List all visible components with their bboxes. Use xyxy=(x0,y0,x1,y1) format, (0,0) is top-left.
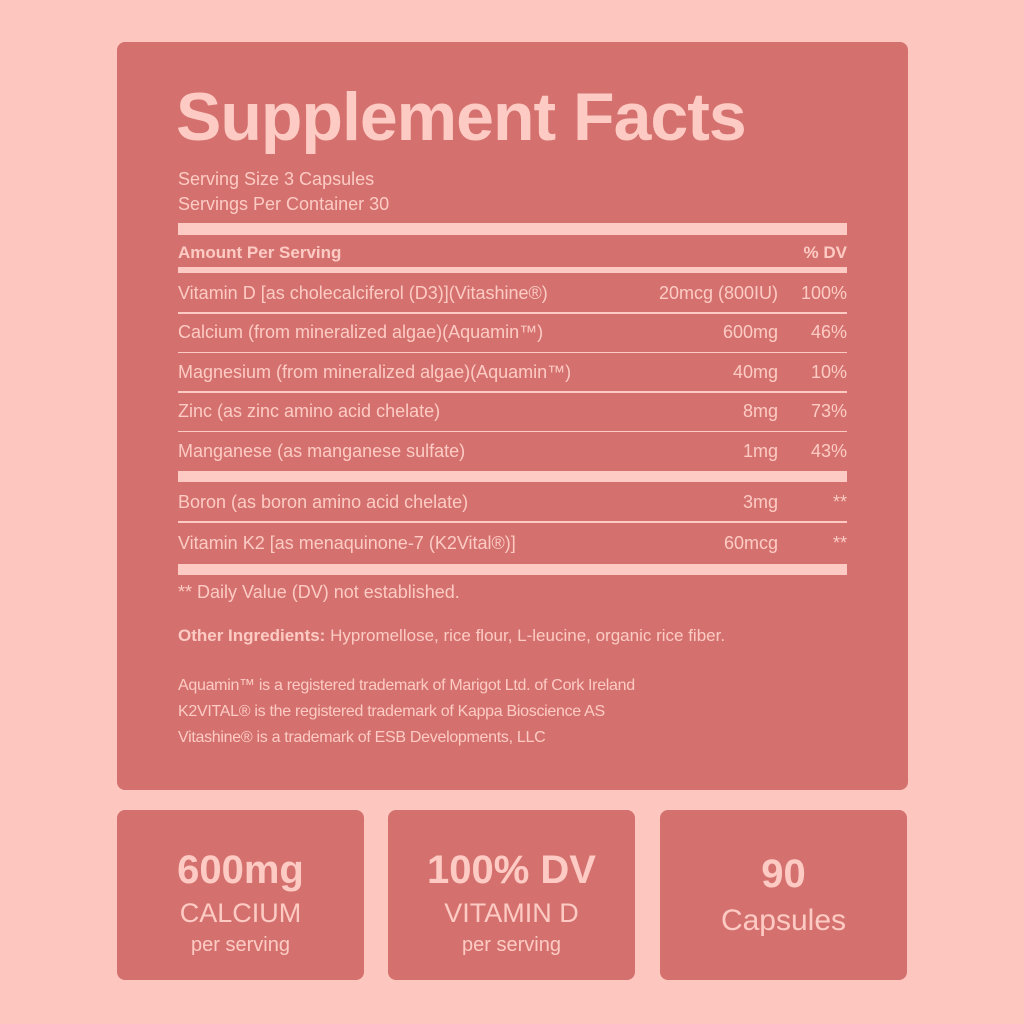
card-sub: per serving xyxy=(462,934,561,956)
nutrient-row: Zinc (as zinc amino acid chelate) 8mg 73% xyxy=(178,400,847,424)
medium-rule xyxy=(178,267,847,273)
card: 100% DV VITAMIN D per serving xyxy=(388,810,635,980)
nutrient-dv: ** xyxy=(832,532,847,553)
nutrient-dv: ** xyxy=(832,491,847,512)
nutrient-amount: 3mg xyxy=(742,491,778,512)
nutrient-name: Boron (as boron amino acid chelate) xyxy=(178,491,469,512)
footnote: ** Daily Value (DV) not established. xyxy=(178,582,460,602)
nutrient-dv: 100% xyxy=(800,282,847,303)
header-amount: Amount Per Serving xyxy=(178,243,342,262)
other-ingredients-label: Other Ingredients: xyxy=(178,626,326,645)
nutrient-dv: 46% xyxy=(810,322,847,342)
thick-rule xyxy=(178,223,847,235)
nutrient-amount: 8mg xyxy=(742,401,778,421)
nutrient-row: Manganese (as manganese sulfate) 1mg 43% xyxy=(178,439,847,463)
nutrient-name: Magnesium (from mineralized algae)(Aquam… xyxy=(178,361,572,382)
card-label: CALCIUM xyxy=(179,898,302,928)
nutrient-amount: 20mcg (800IU) xyxy=(658,282,778,303)
nutrient-row: Calcium (from mineralized algae)(Aquamin… xyxy=(178,321,847,345)
trademark: Vitashine® is a trademark of ESB Develop… xyxy=(178,729,546,746)
thin-rule xyxy=(178,351,847,353)
nutrient-dv: 73% xyxy=(810,401,847,421)
thick-rule xyxy=(178,471,847,482)
thin-rule xyxy=(178,430,847,432)
card: 600mg CALCIUM per serving xyxy=(117,810,364,980)
thick-rule xyxy=(178,564,847,575)
nutrient-row: Vitamin K2 [as menaquinone-7 (K2Vital®)]… xyxy=(178,531,847,555)
card-value: 100% DV xyxy=(427,848,596,892)
trademark: Aquamin™ is a registered trademark of Ma… xyxy=(178,677,635,694)
trademark: K2VITAL® is the registered trademark of … xyxy=(178,703,605,720)
other-ingredients-text: Hypromellose, rice flour, L-leucine, org… xyxy=(330,626,726,645)
nutrient-row: Magnesium (from mineralized algae)(Aquam… xyxy=(178,360,847,384)
card-sub: per serving xyxy=(191,934,290,956)
serving-size: Serving Size 3 Capsules xyxy=(178,169,375,189)
nutrient-row: Boron (as boron amino acid chelate) 3mg ** xyxy=(178,490,847,514)
nutrient-name: Zinc (as zinc amino acid chelate) xyxy=(178,401,441,421)
nutrient-amount: 1mg xyxy=(742,440,778,461)
nutrient-row: Vitamin D [as cholecalciferol (D3)](Vita… xyxy=(178,281,847,305)
nutrient-amount: 60mcg xyxy=(723,532,778,553)
title: Supplement Facts xyxy=(176,79,747,155)
thin-rule xyxy=(178,312,847,314)
card-label: Capsules xyxy=(720,904,847,937)
table-header: Amount Per Serving % DV xyxy=(178,241,847,265)
card-value: 90 xyxy=(761,852,806,896)
thin-rule xyxy=(178,521,847,523)
nutrient-name: Manganese (as manganese sulfate) xyxy=(178,440,466,461)
nutrient-name: Calcium (from mineralized algae)(Aquamin… xyxy=(178,322,544,342)
card: 90 Capsules xyxy=(660,810,907,980)
nutrient-dv: 43% xyxy=(810,440,847,461)
trademarks: Aquamin™ is a registered trademark of Ma… xyxy=(178,673,635,751)
other-ingredients: Other Ingredients: Hypromellose, rice fl… xyxy=(178,626,725,646)
header-dv: % DV xyxy=(803,243,847,262)
thin-rule xyxy=(178,391,847,393)
label-panel xyxy=(117,42,908,790)
servings-per-container: Servings Per Container 30 xyxy=(178,194,390,214)
nutrient-amount: 40mg xyxy=(732,361,778,382)
nutrient-amount: 600mg xyxy=(722,322,778,342)
card-value: 600mg xyxy=(177,848,304,892)
nutrient-name: Vitamin D [as cholecalciferol (D3)](Vita… xyxy=(178,282,548,303)
nutrient-name: Vitamin K2 [as menaquinone-7 (K2Vital®)] xyxy=(178,532,516,553)
nutrient-dv: 10% xyxy=(810,361,847,382)
card-label: VITAMIN D xyxy=(444,898,579,928)
